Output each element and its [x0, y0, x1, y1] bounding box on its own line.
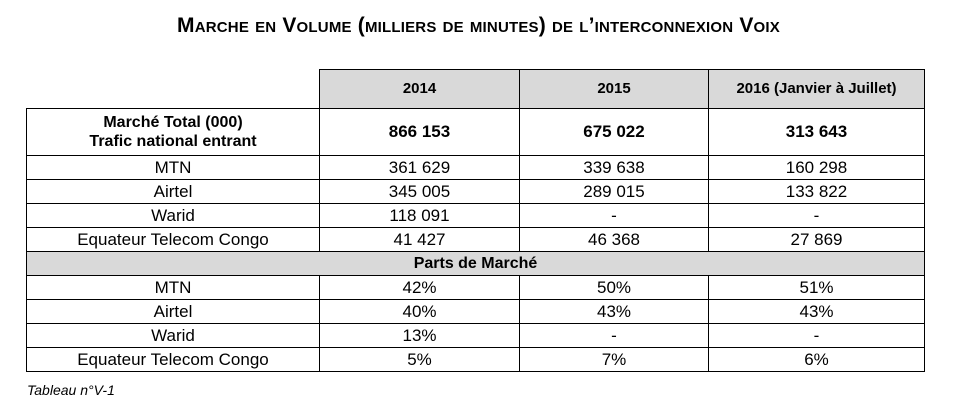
- table-caption: Tableau n°V-1: [27, 382, 115, 398]
- cell-value: 42%: [319, 275, 520, 300]
- operator-label: Airtel: [26, 299, 320, 324]
- table-row: Airtel 345 005 289 015 133 822: [26, 179, 925, 204]
- market-share-section-row: Parts de Marché: [26, 251, 925, 276]
- cell-value: 160 298: [708, 155, 925, 180]
- cell-value: 289 015: [519, 179, 709, 204]
- cell-value: 40%: [319, 299, 520, 324]
- operator-label: Warid: [26, 203, 320, 228]
- header-corner-cell: [26, 69, 320, 109]
- cell-value: 27 869: [708, 227, 925, 252]
- cell-value: 339 638: [519, 155, 709, 180]
- header-year-2016: 2016 (Janvier à Juillet): [708, 69, 925, 109]
- table-row: Warid 13% - -: [26, 323, 925, 348]
- operator-label: MTN: [26, 155, 320, 180]
- table-row: Warid 118 091 - -: [26, 203, 925, 228]
- cell-value: 5%: [319, 347, 520, 372]
- table-row: Airtel 40% 43% 43%: [26, 299, 925, 324]
- cell-value: -: [708, 323, 925, 348]
- cell-value: -: [708, 203, 925, 228]
- cell-value: 133 822: [708, 179, 925, 204]
- total-value-2015: 675 022: [519, 108, 709, 156]
- operator-label: Equateur Telecom Congo: [26, 347, 320, 372]
- table-row: MTN 42% 50% 51%: [26, 275, 925, 300]
- header-year-2014: 2014: [319, 69, 520, 109]
- cell-value: 361 629: [319, 155, 520, 180]
- cell-value: 43%: [519, 299, 709, 324]
- cell-value: -: [519, 323, 709, 348]
- cell-value: 43%: [708, 299, 925, 324]
- total-value-2014: 866 153: [319, 108, 520, 156]
- cell-value: 46 368: [519, 227, 709, 252]
- total-label-line1: Marché Total (000): [103, 114, 243, 131]
- table-row: MTN 361 629 339 638 160 298: [26, 155, 925, 180]
- cell-value: 345 005: [319, 179, 520, 204]
- market-share-section-label: Parts de Marché: [26, 251, 925, 276]
- operator-label: Airtel: [26, 179, 320, 204]
- interconnection-volume-table: 2014 2015 2016 (Janvier à Juillet) March…: [26, 69, 925, 372]
- cell-value: 7%: [519, 347, 709, 372]
- operator-label: Equateur Telecom Congo: [26, 227, 320, 252]
- operator-label: Warid: [26, 323, 320, 348]
- total-market-row: Marché Total (000) Trafic national entra…: [26, 108, 925, 156]
- total-market-label: Marché Total (000) Trafic national entra…: [26, 108, 320, 156]
- operator-label: MTN: [26, 275, 320, 300]
- cell-value: 6%: [708, 347, 925, 372]
- cell-value: 41 427: [319, 227, 520, 252]
- header-row: 2014 2015 2016 (Janvier à Juillet): [26, 69, 925, 109]
- cell-value: 50%: [519, 275, 709, 300]
- header-year-2015: 2015: [519, 69, 709, 109]
- cell-value: -: [519, 203, 709, 228]
- table-row: Equateur Telecom Congo 41 427 46 368 27 …: [26, 227, 925, 252]
- table-title: Marche en Volume (milliers de minutes) d…: [177, 14, 780, 37]
- cell-value: 118 091: [319, 203, 520, 228]
- total-label-line2: Trafic national entrant: [89, 133, 257, 150]
- cell-value: 51%: [708, 275, 925, 300]
- total-value-2016: 313 643: [708, 108, 925, 156]
- cell-value: 13%: [319, 323, 520, 348]
- table-row: Equateur Telecom Congo 5% 7% 6%: [26, 347, 925, 372]
